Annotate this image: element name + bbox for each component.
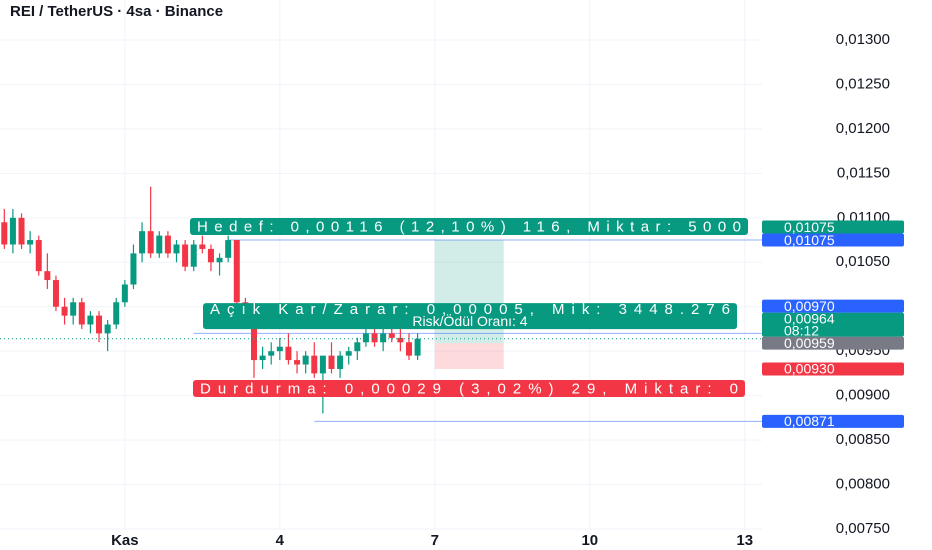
candle-body [328, 355, 335, 369]
y-tick-label: 0,00900 [836, 387, 890, 404]
plot: Hedef: 0,00116 (12,10%) 116, Miktar: 500… [0, 186, 762, 422]
candle-body [345, 351, 352, 356]
candle-body [362, 333, 369, 343]
chart-title: REI / TetherUS · 4sa · Binance [10, 3, 223, 20]
candle-body [18, 217, 25, 245]
candle-body [190, 244, 197, 267]
candle-body [319, 355, 326, 374]
candle-body [294, 360, 301, 365]
y-tick-label: 0,01150 [837, 164, 890, 181]
ratio-text: Risk/Ödül Oranı: 4 [412, 312, 527, 329]
candle-body [199, 244, 206, 249]
candle-body [311, 355, 318, 374]
y-tick-label: 0,00800 [836, 476, 890, 493]
price-label-box [762, 414, 904, 428]
price-label: 0,00930 [784, 361, 835, 377]
candle-body [96, 315, 103, 334]
candle-body [1, 222, 8, 245]
pnl-text: Açık Kar/Zarar: 0,00005, Mik: 3448.276 [210, 301, 730, 318]
candle-body [414, 338, 421, 356]
candle-body [233, 240, 240, 303]
target-label-box [190, 218, 748, 236]
candle-body [337, 355, 344, 369]
candle-body [61, 306, 68, 316]
y-tick-label: 0,01200 [836, 120, 890, 137]
candle-body [35, 240, 42, 272]
candle-body [388, 333, 395, 338]
candle-body [268, 351, 275, 356]
candle-body [380, 333, 387, 343]
candle-body [139, 231, 146, 254]
candle-body [164, 235, 171, 254]
price-label: 0,01075 [784, 219, 835, 235]
candle-body [113, 302, 120, 325]
candle-body [207, 248, 214, 263]
candle-body [182, 244, 189, 267]
price-axis: 0,007500,008000,008500,009000,009500,010… [111, 31, 904, 549]
price-label-box [762, 312, 904, 337]
candle-body [285, 346, 292, 361]
price-label-box [762, 233, 904, 247]
x-tick-label: 7 [431, 532, 439, 549]
pnl-box [203, 303, 737, 330]
stop-label-box [193, 379, 745, 397]
candle-body [405, 342, 412, 356]
candle-body [130, 253, 137, 285]
candle-body [78, 302, 85, 325]
candle-body [276, 346, 283, 352]
price-label-box [762, 220, 904, 234]
y-tick-label: 0,00750 [836, 520, 890, 537]
y-tick-label: 0,01250 [836, 75, 890, 92]
x-tick-label: Kas [111, 532, 139, 549]
price-label: 0,00964 [784, 310, 835, 326]
price-label-box [762, 299, 904, 313]
grid [0, 0, 762, 530]
candle-body [371, 333, 378, 343]
price-label: 0,00970 [784, 298, 835, 314]
y-tick-label: 0,00850 [836, 431, 890, 448]
candle-body [354, 342, 361, 352]
candle-body [70, 302, 77, 316]
candle-body [302, 355, 309, 365]
candle-body [121, 284, 128, 303]
candle-body [44, 271, 51, 281]
candle-body [216, 257, 223, 263]
x-tick-label: 10 [581, 532, 598, 549]
candle-body [104, 324, 111, 334]
loss-zone [434, 343, 504, 369]
candle-body [87, 315, 94, 325]
candle-body [156, 235, 163, 254]
candle-body [397, 337, 404, 343]
candle-body [27, 240, 34, 245]
candle-body [147, 231, 154, 254]
price-label: 0,00959 [784, 335, 835, 351]
candle-body [259, 355, 266, 361]
x-tick-label: 13 [736, 532, 753, 549]
candle-body [173, 244, 180, 254]
candle-body [9, 217, 16, 245]
price-label: 08:12 [784, 322, 819, 338]
candle-body [52, 280, 59, 307]
price-label: 0,01075 [784, 232, 835, 248]
candle-body [225, 240, 232, 258]
price-label-box [762, 336, 904, 350]
y-tick-label: 0,01050 [836, 253, 890, 270]
candle-body [251, 320, 257, 361]
price-label-box [762, 362, 904, 376]
x-tick-label: 4 [276, 532, 285, 549]
y-tick-label: 0,01300 [836, 31, 890, 48]
price-label: 0,00871 [784, 413, 835, 429]
